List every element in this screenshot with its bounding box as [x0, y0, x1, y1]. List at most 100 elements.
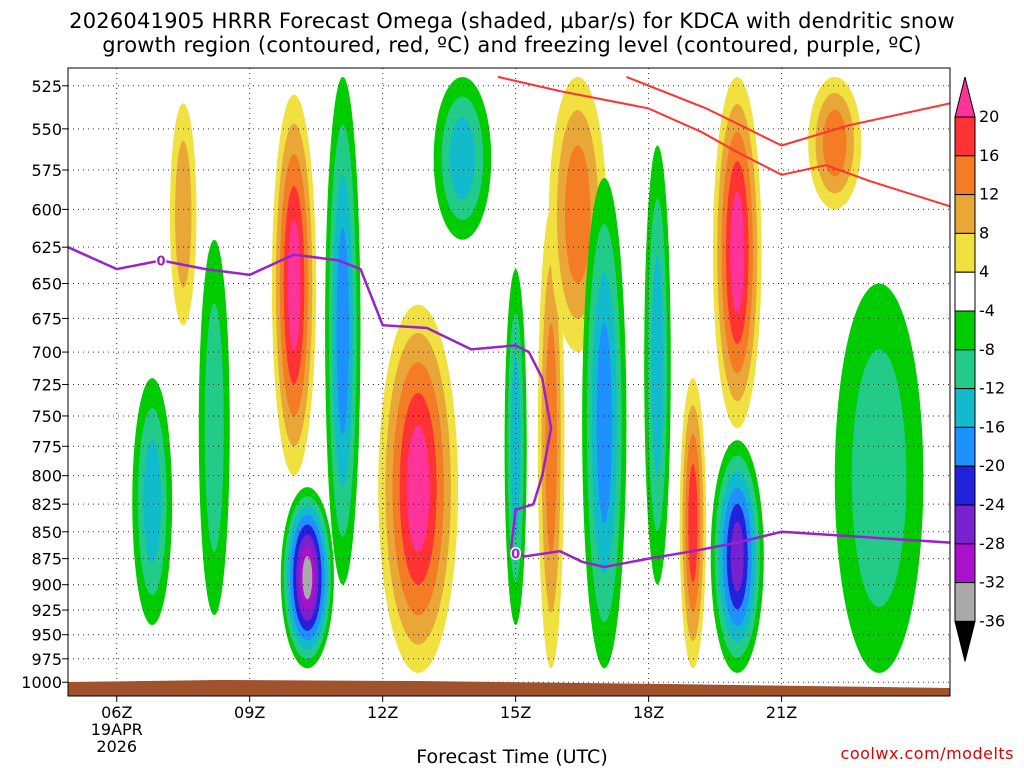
colorbar-label: -36 — [979, 611, 1005, 630]
omega-contour-fill — [302, 556, 313, 600]
colorbar-label: -8 — [979, 340, 995, 359]
omega-cell — [169, 103, 197, 326]
omega-cell — [808, 76, 862, 210]
y-tick-label: 775 — [31, 437, 62, 456]
y-tick-label: 550 — [31, 120, 62, 139]
y-tick-label: 725 — [31, 376, 62, 395]
y-tick-label: 650 — [31, 274, 62, 293]
y-tick-label: 1000 — [21, 673, 62, 692]
omega-cell — [280, 487, 334, 669]
chart-title-line-2: growth region (contoured, red, ºC) and f… — [102, 33, 922, 57]
plot-frame — [67, 67, 951, 697]
omega-contour-fill — [596, 323, 612, 524]
omega-contour-fill — [449, 117, 476, 200]
colorbar-swatch — [954, 543, 976, 584]
colorbar-label: 12 — [979, 185, 999, 204]
omega-contour-fill — [287, 219, 301, 351]
colorbar-swatch — [954, 310, 976, 351]
colorbar-label: -20 — [979, 456, 1005, 475]
colorbar: 20 16 12 8 4 -4 -8 -12 -16 -20 -24 -28 -32 -36 — [954, 76, 1005, 662]
colorbar-arrow-top — [954, 76, 976, 118]
colorbar-label: -24 — [979, 495, 1005, 514]
omega-contour-fill — [545, 323, 558, 554]
omega-cell — [834, 283, 924, 673]
omega-cell — [644, 145, 671, 585]
colorbar-swatch — [954, 232, 976, 273]
colorbar-label: 4 — [979, 262, 989, 281]
colorbar-swatch — [954, 465, 976, 506]
omega-cell — [325, 76, 361, 585]
y-tick-label: 525 — [31, 77, 62, 96]
y-tick-label: 625 — [31, 238, 62, 257]
colorbar-swatch — [954, 116, 976, 157]
dendritic-growth-contours — [497, 75, 950, 208]
y-axis-ticks: 525 550 575 600 625 650 675 700 725 750 775 800 825 8… — [21, 77, 68, 692]
colorbar-label: 20 — [979, 107, 999, 126]
y-tick-label: 925 — [31, 601, 62, 620]
chart-title-line-1: 2026041905 HRRR Forecast Omega (shaded, … — [69, 9, 955, 33]
omega-contour-fill — [564, 145, 591, 284]
omega-contour-fill — [143, 439, 162, 564]
freezing-level-label: 0 — [157, 254, 166, 269]
x-tick-label: 15Z — [500, 703, 531, 722]
omega-cell — [679, 378, 707, 669]
y-tick-label: 975 — [31, 650, 62, 669]
colorbar-label: 16 — [979, 146, 999, 165]
terrain-fill — [68, 680, 950, 696]
y-tick-label: 950 — [31, 626, 62, 645]
y-tick-label: 600 — [31, 200, 62, 219]
colorbar-arrow-bottom — [954, 620, 976, 662]
freezing-level-line — [68, 246, 950, 569]
x-tick-date: 19APR — [91, 720, 143, 739]
colorbar-swatch — [954, 194, 976, 234]
colorbar-swatch — [954, 582, 976, 622]
omega-contour-fill — [651, 254, 664, 476]
terrain-surface — [68, 680, 950, 696]
x-tick-year: 2026 — [96, 737, 137, 756]
omega-contour-fill — [204, 303, 224, 552]
colorbar-swatch — [954, 271, 976, 312]
colorbar-swatch — [954, 504, 976, 545]
omega-cell — [710, 440, 764, 673]
omega-shading — [132, 76, 924, 673]
colorbar-label: -4 — [979, 301, 995, 320]
freezing-level-label: 0 — [511, 547, 520, 562]
x-tick-label: 12Z — [367, 703, 398, 722]
omega-cell — [582, 178, 627, 669]
omega-contour-fill — [730, 192, 745, 314]
freezing-level-contour: 00 — [68, 246, 950, 569]
omega-cell — [433, 76, 492, 240]
y-tick-label: 575 — [31, 161, 62, 180]
omega-contour-fill — [851, 349, 907, 608]
omega-cell — [378, 304, 459, 673]
dendritic-contour-line — [626, 75, 950, 147]
colorbar-label: 8 — [979, 223, 989, 242]
colorbar-swatch — [954, 349, 976, 390]
x-tick-label: 09Z — [234, 703, 265, 722]
omega-cell — [198, 239, 230, 616]
omega-cell — [504, 269, 527, 625]
y-tick-label: 825 — [31, 495, 62, 514]
y-tick-label: 875 — [31, 550, 62, 569]
omega-cell — [712, 76, 762, 429]
colorbar-swatch — [954, 426, 976, 467]
colorbar-swatch — [954, 388, 976, 428]
x-tick-label: 06Z — [101, 703, 132, 722]
omega-contour-fill — [688, 464, 698, 583]
omega-contour-fill — [730, 521, 744, 592]
omega-contour-fill — [822, 109, 847, 177]
omega-cell — [271, 94, 317, 476]
omega-contour-fill — [406, 425, 430, 553]
x-tick-label: 21Z — [766, 703, 797, 722]
dendritic-contour-line — [497, 75, 950, 208]
colorbar-label: -32 — [979, 573, 1005, 592]
y-tick-label: 700 — [31, 343, 62, 362]
omega-cell — [132, 378, 173, 625]
x-tick-label: 18Z — [633, 703, 664, 722]
x-axis-label: Forecast Time (UTC) — [416, 746, 608, 768]
credit-text: coolwx.com/modelts — [840, 744, 1014, 763]
y-tick-label: 750 — [31, 407, 62, 426]
omega-contour-fill — [510, 357, 521, 537]
